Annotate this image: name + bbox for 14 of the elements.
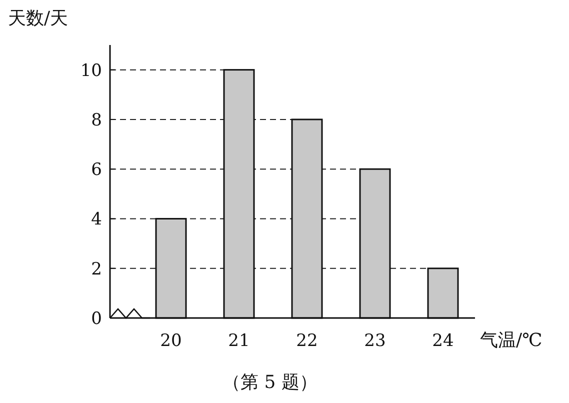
text: （第 5 题） [222,372,318,393]
x-tick-label: 22 [296,331,318,351]
x-tick-label: 24 [432,331,454,351]
y-tick-label: 2 [91,259,102,280]
y-axis-title: 天数/天 [8,8,68,29]
x-axis-title: 气温/℃ [480,330,542,351]
y-tick-label: 4 [91,210,102,230]
x-tick-label: 23 [364,331,386,351]
y-tick-label: 10 [80,60,102,81]
y-tick-label: 0 [91,309,102,329]
y-tick-label: 6 [91,160,102,180]
x-tick-label: 21 [228,331,250,351]
x-tick-label: 20 [160,331,182,351]
y-tick-label: 8 [91,110,102,130]
